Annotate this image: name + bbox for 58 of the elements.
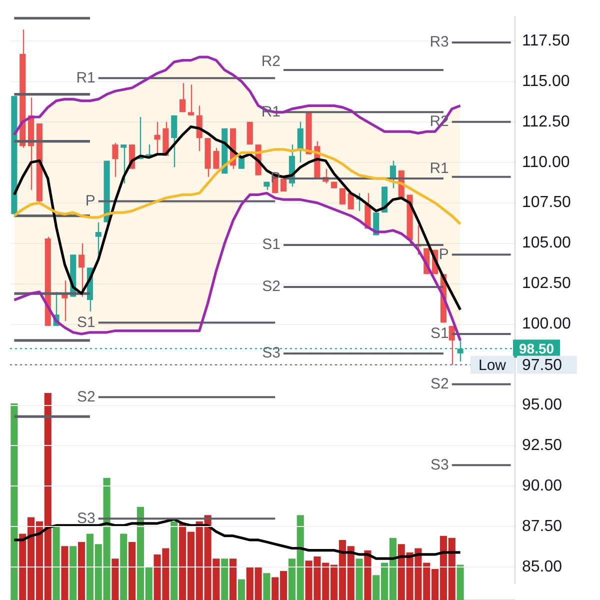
ref-line-label: Low [478,356,506,374]
y-tick-label: 107.50 [522,194,572,212]
candlestick [213,147,220,170]
candlestick [171,114,178,168]
candlestick [112,142,118,178]
candlestick [188,84,194,116]
y-tick-label: 117.50 [522,32,570,50]
bar [356,558,363,600]
bar [61,546,68,600]
series-label: S1 [77,314,96,331]
bar [120,534,128,600]
y-tick-label: 87.50 [522,518,562,536]
series-label: R2 [261,53,281,70]
ref-line-label: 98.50 [519,340,554,356]
candlestick [339,188,346,206]
series-label: R1 [76,69,96,86]
y-tick-label: 90.00 [522,478,562,495]
candlestick [390,160,396,189]
bar [78,542,86,600]
y-tick-label: 112.50 [522,113,570,130]
bar [263,573,270,600]
bar [170,521,178,600]
series-label: S2 [77,388,96,406]
y-tick-label: 85.00 [522,558,562,576]
series-label: S1 [262,236,281,254]
series-label: S3 [77,510,96,527]
y-tick-label: 92.50 [522,437,562,454]
y-tick-label: 100.00 [522,316,572,333]
series-label: P [438,246,449,263]
series-label: R3 [430,34,449,51]
series-label: S2 [262,278,281,296]
series-label: S1 [430,325,449,342]
bar [10,403,18,600]
bar [230,558,237,600]
candlestick [78,242,85,298]
bar [238,579,245,600]
candlestick [154,121,160,155]
series-label: P [85,192,96,210]
y-tick-label: 115.00 [522,72,570,90]
bar [128,542,136,600]
y-tick-label: 97.50 [522,357,562,374]
y-tick-label: 105.00 [522,234,572,252]
series-label: S3 [430,456,449,474]
bar [456,564,464,600]
candlestick [120,144,127,184]
bar [52,525,60,600]
series-label: R1 [430,160,449,178]
bar [70,546,77,600]
series-label: S3 [262,344,281,362]
y-tick-label: 102.50 [522,275,572,292]
candlestick [180,82,186,113]
y-tick-label: 95.00 [522,396,562,414]
series-label: S2 [430,375,449,392]
bar [364,550,372,600]
bar [112,558,119,600]
bar [221,558,228,600]
y-tick-label: 110.00 [522,154,570,171]
candlestick [95,222,102,256]
